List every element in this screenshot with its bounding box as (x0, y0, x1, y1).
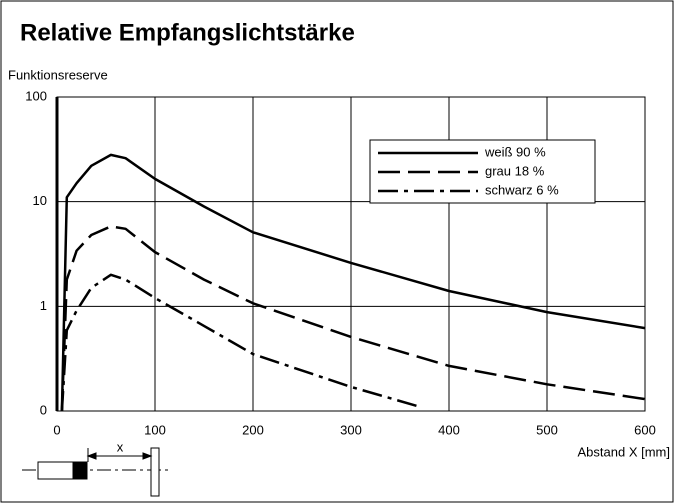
y-tick-label: 10 (33, 193, 47, 208)
y-tick-label: 100 (25, 88, 47, 103)
sensor-diagram (22, 447, 170, 497)
x-tick-label: 600 (634, 422, 656, 437)
x-tick-label: 500 (536, 422, 558, 437)
sensor-lens (72, 461, 88, 480)
x-tick-label: 200 (242, 422, 264, 437)
y-tick-label: 1 (40, 298, 47, 313)
x-tick-label: 300 (340, 422, 362, 437)
legend-label: schwarz 6 % (485, 182, 559, 197)
y-tick-label: 0 (40, 402, 47, 417)
series-line (60, 273, 420, 412)
dimension-label: x (117, 439, 124, 454)
x-tick-label: 0 (53, 422, 60, 437)
legend (369, 139, 596, 204)
x-tick-label: 400 (438, 422, 460, 437)
legend-label: grau 18 % (485, 163, 545, 178)
legend-label: weiß 90 % (484, 144, 546, 159)
chart-title: Relative Empfangslichtstärke (20, 19, 355, 46)
series-line (60, 153, 646, 412)
x-tick-label: 100 (144, 422, 166, 437)
series-line (60, 225, 646, 412)
x-axis-label: Abstand X [mm] (578, 444, 670, 459)
y-axis-label: Funktionsreserve (8, 67, 108, 82)
target (150, 447, 160, 497)
dimension-arrows (86, 452, 153, 460)
